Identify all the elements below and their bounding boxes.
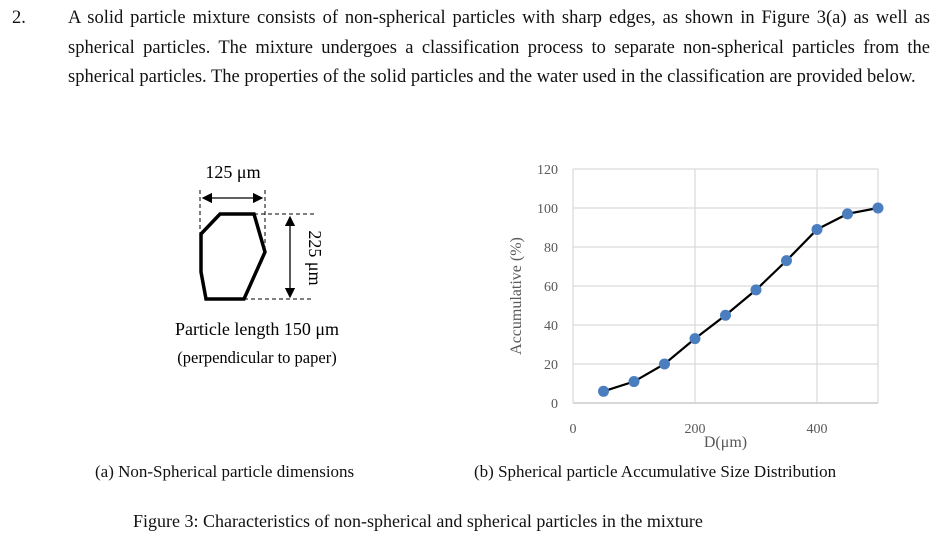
y-tick-label: 0	[551, 397, 558, 412]
data-point	[781, 255, 792, 267]
y-axis-label: Accumulative (%)	[508, 237, 525, 355]
figure-b-caption: (b) Spherical particle Accumulative Size…	[474, 462, 837, 481]
data-point	[842, 208, 853, 220]
data-point	[750, 284, 762, 296]
height-label: 225 μm	[305, 230, 325, 285]
width-label: 125 μm	[205, 162, 260, 182]
data-point	[659, 358, 670, 370]
x-axis-label: D(μm)	[704, 434, 747, 451]
y-tick-label: 80	[544, 241, 558, 256]
y-tick-label: 20	[544, 358, 558, 373]
data-point	[628, 376, 640, 388]
x-tick-label: 400	[807, 422, 828, 437]
data-point	[872, 202, 884, 214]
figure-a-caption: (a) Non-Spherical particle dimensions	[95, 462, 355, 481]
length-note: (perpendicular to paper)	[177, 348, 336, 367]
y-tick-label: 60	[544, 280, 558, 295]
y-tick-label: 40	[544, 319, 558, 334]
data-point	[811, 223, 823, 235]
x-tick-label: 200	[685, 422, 706, 437]
length-label: Particle length 150 μm	[175, 319, 339, 339]
series-line	[603, 206, 879, 393]
data-point	[689, 333, 701, 345]
x-tick-label: 0	[570, 422, 577, 437]
data-point	[598, 385, 609, 397]
dimension-lines	[199, 190, 314, 300]
figure-caption: Figure 3: Characteristics of non-spheric…	[133, 511, 703, 531]
question-number: 2.	[12, 8, 26, 28]
question-text: A solid particle mixture consists of non…	[68, 8, 930, 87]
data-point	[720, 309, 731, 321]
y-tick-label: 120	[537, 163, 558, 178]
particle-shape	[199, 212, 267, 301]
y-tick-label: 100	[537, 202, 558, 217]
